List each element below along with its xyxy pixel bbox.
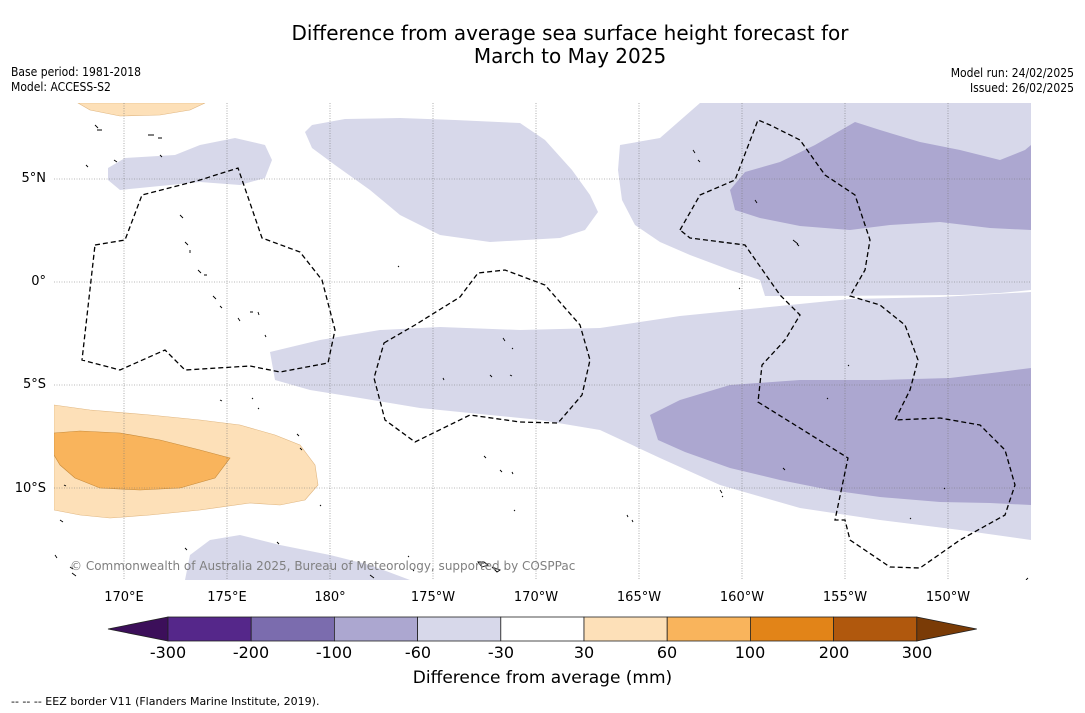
colorbar-tick: -100 [315,643,353,662]
graticule [54,103,1031,580]
lat-label-10s: 10°S [14,481,46,496]
copyright-notice: © Commonwealth of Australia 2025, Bureau… [70,559,576,573]
colorbar-cell [417,616,502,642]
lat-label-0: 0° [31,274,46,289]
model-run: Model run: 24/02/2025 [950,66,1074,80]
colorbar-tick: 300 [901,643,933,662]
lon-label-150w: 150°W [925,590,971,605]
eez-legend-note: -- -- -- EEZ border V11 (Flanders Marine… [11,695,320,708]
lon-label-160w: 160°W [719,590,765,605]
title-line-1: Difference from average sea surface heig… [291,21,849,45]
colorbar-tick: -30 [487,643,515,662]
colorbar-tick: 60 [656,643,678,662]
colorbar-cell [583,616,668,642]
anomaly-medium-purple [650,122,1031,505]
meta-right: Model run: 24/02/2025 Issued: 26/02/2025 [951,66,1074,96]
model-name: Model: ACCESS-S2 [11,80,111,94]
islands [54,124,1029,580]
colorbar [107,616,977,642]
anomaly-medium-orange [54,430,231,491]
colorbar-cell [750,616,835,642]
colorbar-extend-high [916,616,977,642]
base-period: Base period: 1981-2018 [11,65,142,79]
colorbar-tick: 100 [734,643,766,662]
colorbar-cell [500,616,585,642]
lon-label-180: 180° [314,590,346,605]
colorbar-extend-low [107,616,169,642]
sea-surface-height-map [54,103,1031,580]
colorbar-cells [107,616,977,642]
lon-label-165w: 165°W [616,590,662,605]
lat-label-5s: 5°S [22,377,46,392]
lon-label-170e: 170°E [104,590,144,605]
colorbar-tick: -200 [232,643,270,662]
lat-label-5n: 5°N [21,171,47,186]
colorbar-cell [167,616,252,642]
colorbar-tick: 200 [818,643,850,662]
colorbar-tick: 30 [573,643,595,662]
colorbar-cell [833,616,918,642]
colorbar-label: Difference from average (mm) [412,668,673,688]
colorbar-cell [666,616,751,642]
lon-label-175e: 175°E [207,590,247,605]
meta-left: Base period: 1981-2018 Model: ACCESS-S2 [11,65,141,95]
colorbar-tick: -60 [404,643,432,662]
title-line-2: March to May 2025 [473,44,667,68]
lon-label-155w: 155°W [822,590,868,605]
lon-label-170w: 170°W [513,590,559,605]
map-title: Difference from average sea surface heig… [0,22,1085,68]
lon-label-175w: 175°W [410,590,456,605]
issued-date: Issued: 26/02/2025 [969,81,1074,95]
colorbar-cell [250,616,335,642]
colorbar-cell [333,616,418,642]
colorbar-tick: -300 [149,643,187,662]
eez-borders [81,119,1016,569]
